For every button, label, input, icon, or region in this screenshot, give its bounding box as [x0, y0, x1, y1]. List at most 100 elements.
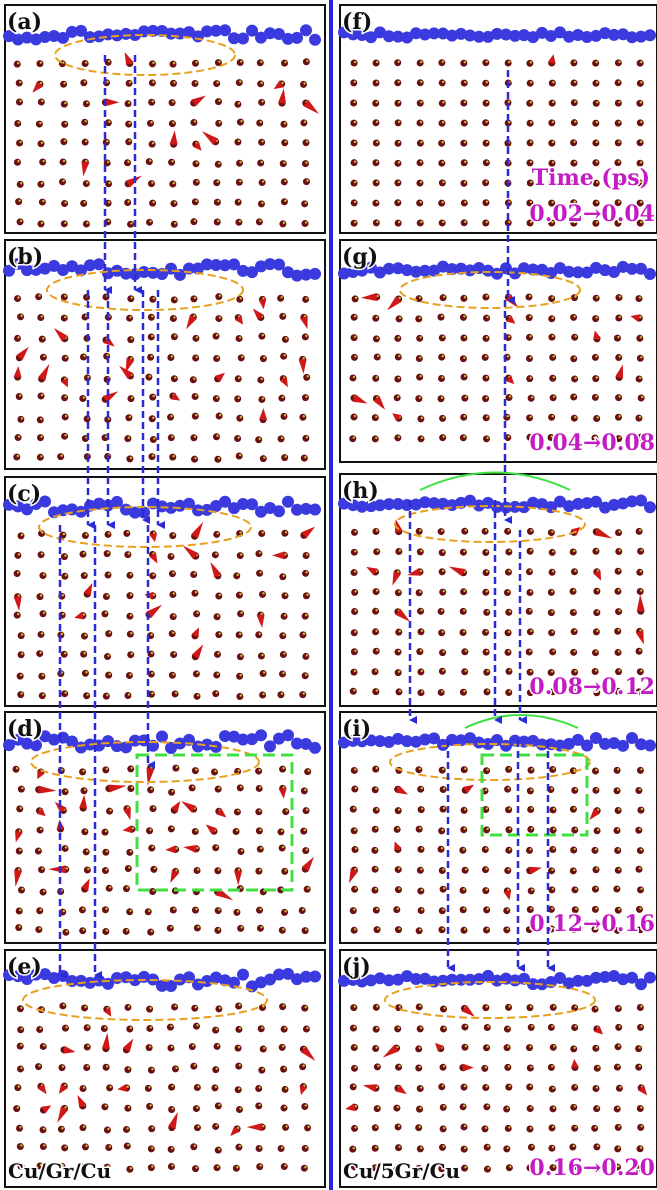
cu-atom	[505, 1125, 512, 1132]
cu-atom	[123, 1126, 130, 1133]
cu-atom	[615, 649, 622, 656]
atom-core	[575, 888, 577, 890]
cu-atom	[211, 1084, 218, 1091]
atom-core	[65, 1026, 67, 1028]
atom-core	[130, 850, 132, 852]
atom-core	[129, 140, 131, 142]
atom-core	[507, 355, 509, 357]
atom-core	[574, 416, 576, 418]
cu-atom	[303, 374, 310, 381]
cu-atom	[149, 805, 156, 812]
atom-core	[263, 456, 265, 458]
cu-atom	[525, 294, 532, 301]
cu-atom	[215, 293, 222, 300]
cu-atom	[194, 867, 201, 874]
cu-atom	[300, 828, 307, 835]
cu-atom	[170, 613, 177, 620]
cu-atom	[281, 592, 288, 599]
cu-atom	[439, 179, 446, 186]
cu-atom	[212, 1123, 219, 1130]
atom-core	[41, 142, 43, 144]
cu-atom	[527, 80, 534, 87]
atom-core	[17, 62, 19, 64]
atom-core	[60, 454, 62, 456]
cu-atom	[440, 294, 447, 301]
cu-atom	[258, 1067, 265, 1074]
cu-atom	[235, 1144, 242, 1151]
cu-atom	[635, 1045, 642, 1052]
cu-atom	[170, 200, 177, 207]
atom-core	[149, 829, 151, 831]
atom-core	[216, 334, 218, 336]
atom-core	[355, 787, 357, 789]
carbon-atom	[219, 24, 231, 36]
atom-core	[130, 222, 132, 224]
cu-atom	[215, 98, 222, 105]
atom-core	[126, 929, 128, 931]
cu-atom	[124, 199, 131, 206]
atom-core	[420, 1147, 422, 1149]
cu-atom	[548, 1145, 555, 1152]
atom-core	[149, 159, 151, 161]
cu-atom	[417, 100, 424, 107]
atom-core	[354, 868, 356, 870]
cu-atom	[350, 100, 357, 107]
cu-atom	[549, 648, 556, 655]
atom-core	[195, 61, 197, 63]
cu-atom	[592, 120, 599, 127]
atom-core	[354, 1045, 356, 1047]
atom-core	[41, 394, 43, 396]
atom-core	[130, 632, 132, 634]
atom-core	[552, 101, 554, 103]
snapshot-panel: (g)0.04→0.08	[338, 240, 657, 462]
atom-core	[573, 610, 575, 612]
cu-atom	[528, 887, 535, 894]
cu-atom	[483, 1103, 490, 1110]
atom-core	[619, 1025, 621, 1027]
time-range: 0.02→0.04	[529, 201, 655, 227]
atom-core	[353, 689, 355, 691]
atom-core	[530, 376, 532, 378]
atom-core	[442, 435, 444, 437]
atom-core	[441, 376, 443, 378]
cu-atom	[124, 1066, 131, 1073]
cu-atom	[280, 160, 287, 167]
cu-atom	[372, 688, 379, 695]
cu-atom	[123, 530, 130, 537]
atom-core	[441, 315, 443, 317]
atom-core	[195, 394, 197, 396]
cu-atom	[256, 1145, 263, 1152]
atom-core	[18, 435, 20, 437]
cu-atom	[416, 589, 423, 596]
atom-core	[574, 1085, 576, 1087]
atom-core	[354, 160, 356, 162]
atom-core	[285, 1125, 287, 1127]
atom-core	[376, 767, 378, 769]
atom-core	[128, 866, 130, 868]
atom-core	[18, 1085, 20, 1087]
cu-atom	[282, 1124, 289, 1131]
atom-core	[195, 908, 197, 910]
atom-core	[151, 181, 153, 183]
snapshot-panel: (i)0.12→0.16	[338, 712, 657, 943]
atom-core	[18, 121, 20, 123]
atom-core	[573, 589, 575, 591]
atom-core	[260, 1164, 262, 1166]
atom-core	[19, 394, 21, 396]
cu-atom	[439, 668, 446, 675]
atom-core	[485, 529, 487, 531]
atom-core	[83, 552, 85, 554]
atom-core	[258, 438, 260, 440]
atom-core	[441, 201, 443, 203]
cu-atom	[38, 140, 45, 147]
atom-core	[618, 1125, 620, 1127]
cu-atom	[482, 549, 489, 556]
cu-atom	[505, 548, 512, 555]
cu-atom	[636, 569, 643, 576]
atom-core	[398, 887, 400, 889]
atom-core	[240, 297, 242, 299]
cu-atom	[437, 395, 444, 402]
atom-core	[194, 436, 196, 438]
snapshot-panel: (f)0.02→0.04	[338, 5, 657, 233]
atom-core	[398, 121, 400, 123]
